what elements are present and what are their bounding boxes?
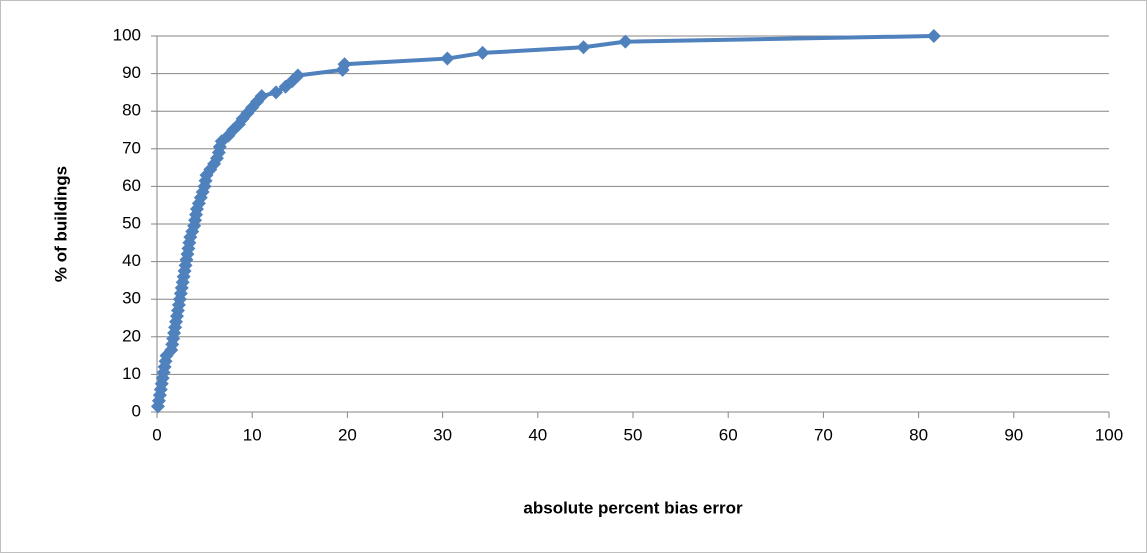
- marker: [245, 100, 260, 115]
- x-tick-label: 50: [624, 425, 643, 444]
- marker: [269, 85, 283, 100]
- y-tick-label: 0: [132, 401, 141, 420]
- x-tick-label: 90: [1004, 425, 1023, 444]
- y-axis-label: % of buildings: [51, 166, 70, 282]
- x-tick-label: 30: [433, 425, 452, 444]
- y-tick-label: 60: [122, 176, 141, 195]
- x-tick-label: 40: [528, 425, 547, 444]
- y-tick-label: 10: [122, 364, 141, 383]
- marker: [254, 89, 269, 104]
- y-tick-label: 20: [122, 326, 141, 345]
- marker: [337, 57, 352, 72]
- y-tick-label: 80: [122, 101, 141, 120]
- x-tick-label: 0: [152, 425, 161, 444]
- marker: [576, 40, 591, 55]
- x-tick-label: 10: [243, 425, 262, 444]
- x-tick-label: 100: [1095, 425, 1123, 444]
- x-tick-label: 80: [909, 425, 928, 444]
- y-tick-label: 100: [113, 25, 141, 44]
- y-tick-label: 90: [122, 63, 141, 82]
- marker: [335, 62, 350, 77]
- x-tick-label: 60: [719, 425, 738, 444]
- marker: [618, 34, 633, 49]
- marker: [926, 29, 941, 43]
- x-tick-label: 70: [814, 425, 833, 444]
- y-tick-label: 70: [122, 138, 141, 157]
- x-tick-label: 20: [338, 425, 357, 444]
- marker: [290, 68, 305, 83]
- x-axis-label: absolute percent bias error: [523, 498, 743, 517]
- marker: [475, 45, 490, 60]
- y-tick-label: 30: [122, 289, 141, 308]
- y-tick-label: 50: [122, 213, 141, 232]
- y-tick-label: 40: [122, 251, 141, 270]
- marker: [440, 51, 455, 66]
